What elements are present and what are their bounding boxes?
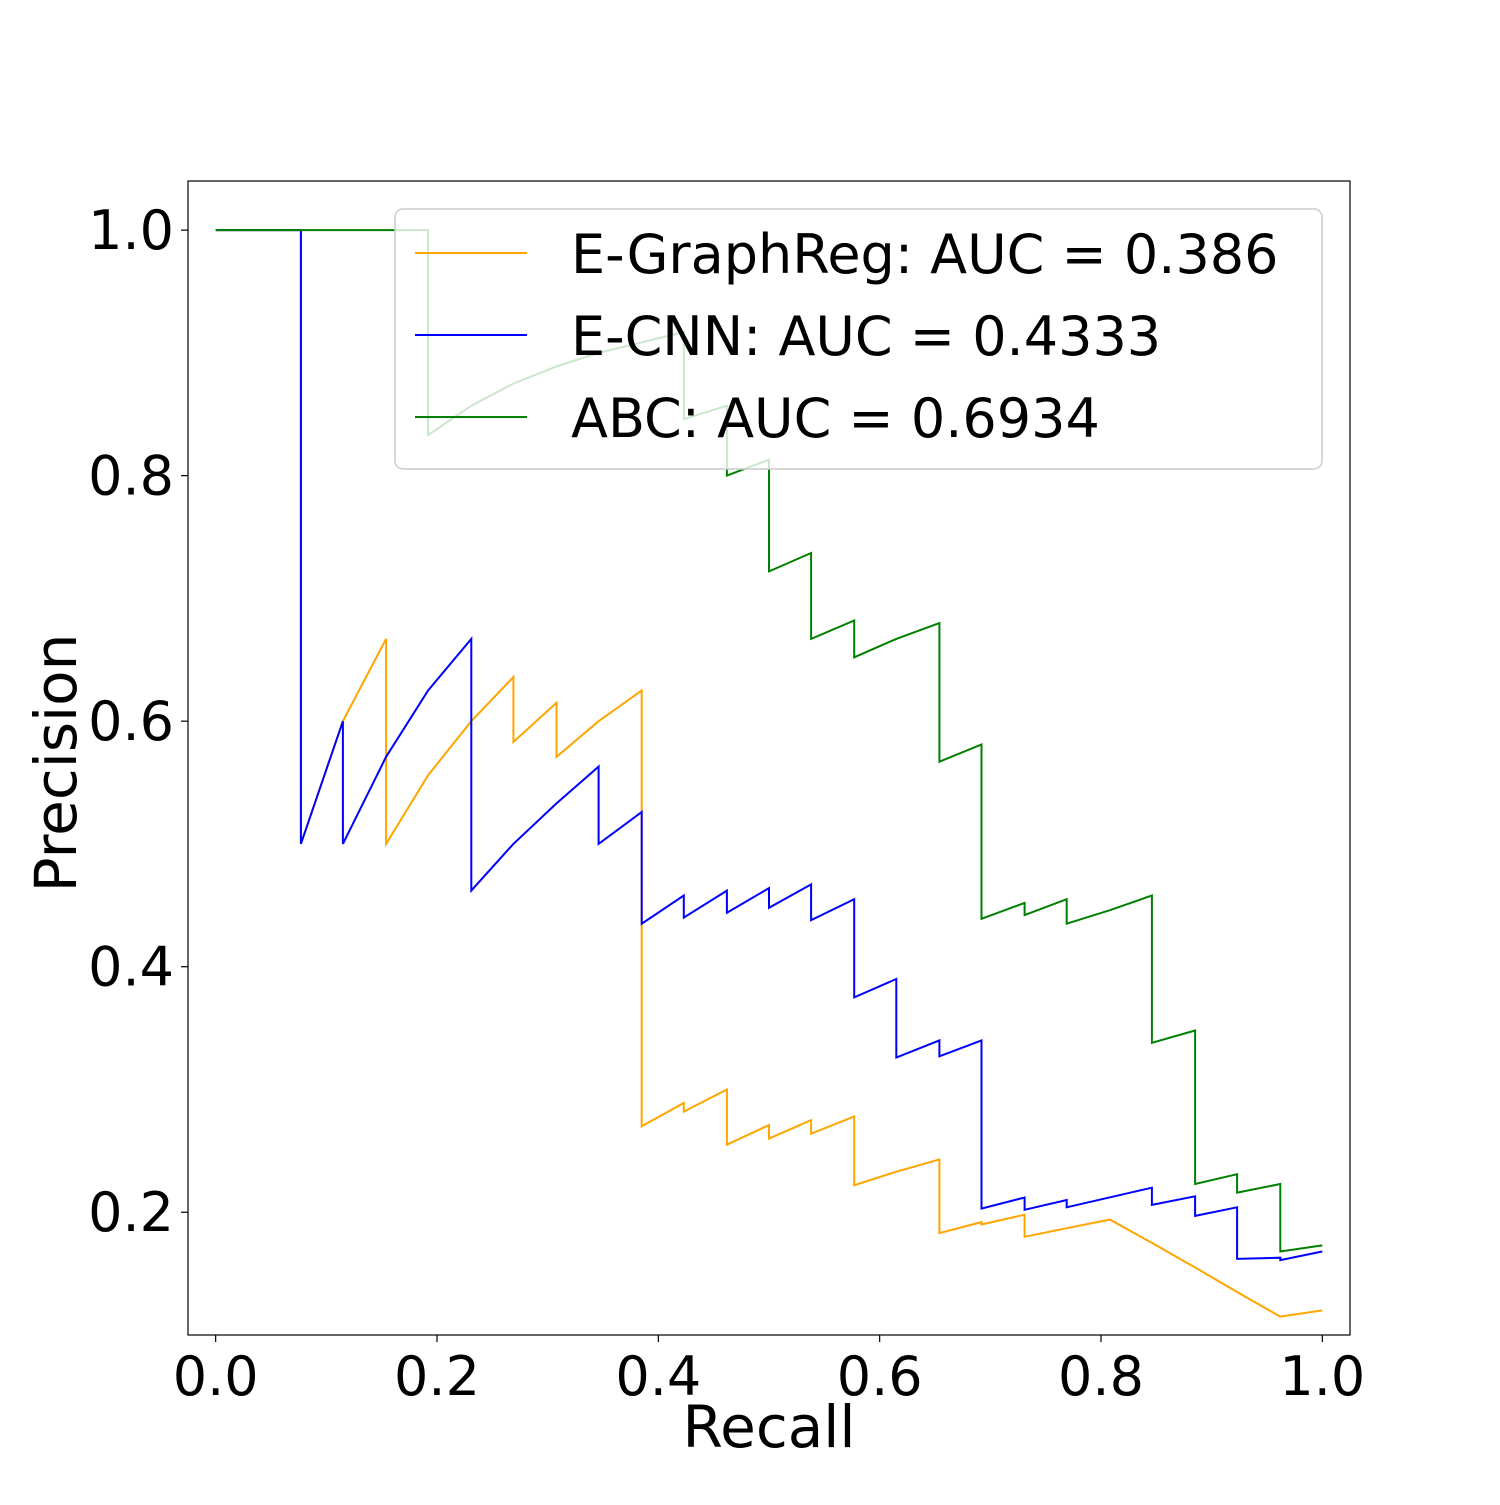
x-tick-label: 0.4 (615, 1345, 701, 1408)
x-tick-label: 1.0 (1279, 1345, 1365, 1408)
series-line-2 (215, 229, 1323, 1262)
y-axis-title: Precision (22, 634, 90, 893)
legend-label-1: E-GraphReg: AUC = 0.386 (571, 223, 1279, 286)
y-tick-label: 0.2 (88, 1181, 174, 1244)
x-axis-title: Recall (682, 1393, 855, 1461)
x-tick-label: 0.8 (1058, 1345, 1144, 1408)
y-tick-label: 1.0 (88, 199, 174, 262)
x-tick-label: 0.6 (837, 1345, 923, 1408)
legend-label-3: ABC: AUC = 0.6934 (571, 387, 1100, 450)
legend-label-2: E-CNN: AUC = 0.4333 (571, 305, 1161, 368)
y-tick-label: 0.4 (88, 936, 174, 999)
series-line-1 (215, 229, 1323, 1318)
plot-frame (187, 180, 1351, 1336)
x-tick-label: 0.2 (394, 1345, 480, 1408)
legend-box (394, 208, 1323, 470)
y-axis-ticks: 0.2 0.4 0.6 0.8 1.0 (88, 199, 188, 1244)
y-tick-label: 0.6 (88, 690, 174, 753)
legend: E-GraphReg: AUC = 0.386 E-CNN: AUC = 0.43… (394, 208, 1323, 470)
y-tick-label: 0.8 (88, 445, 174, 508)
x-axis-ticks: 0.0 0.2 0.4 0.6 0.8 1.0 (173, 1335, 1365, 1408)
x-tick-label: 0.0 (173, 1345, 259, 1408)
